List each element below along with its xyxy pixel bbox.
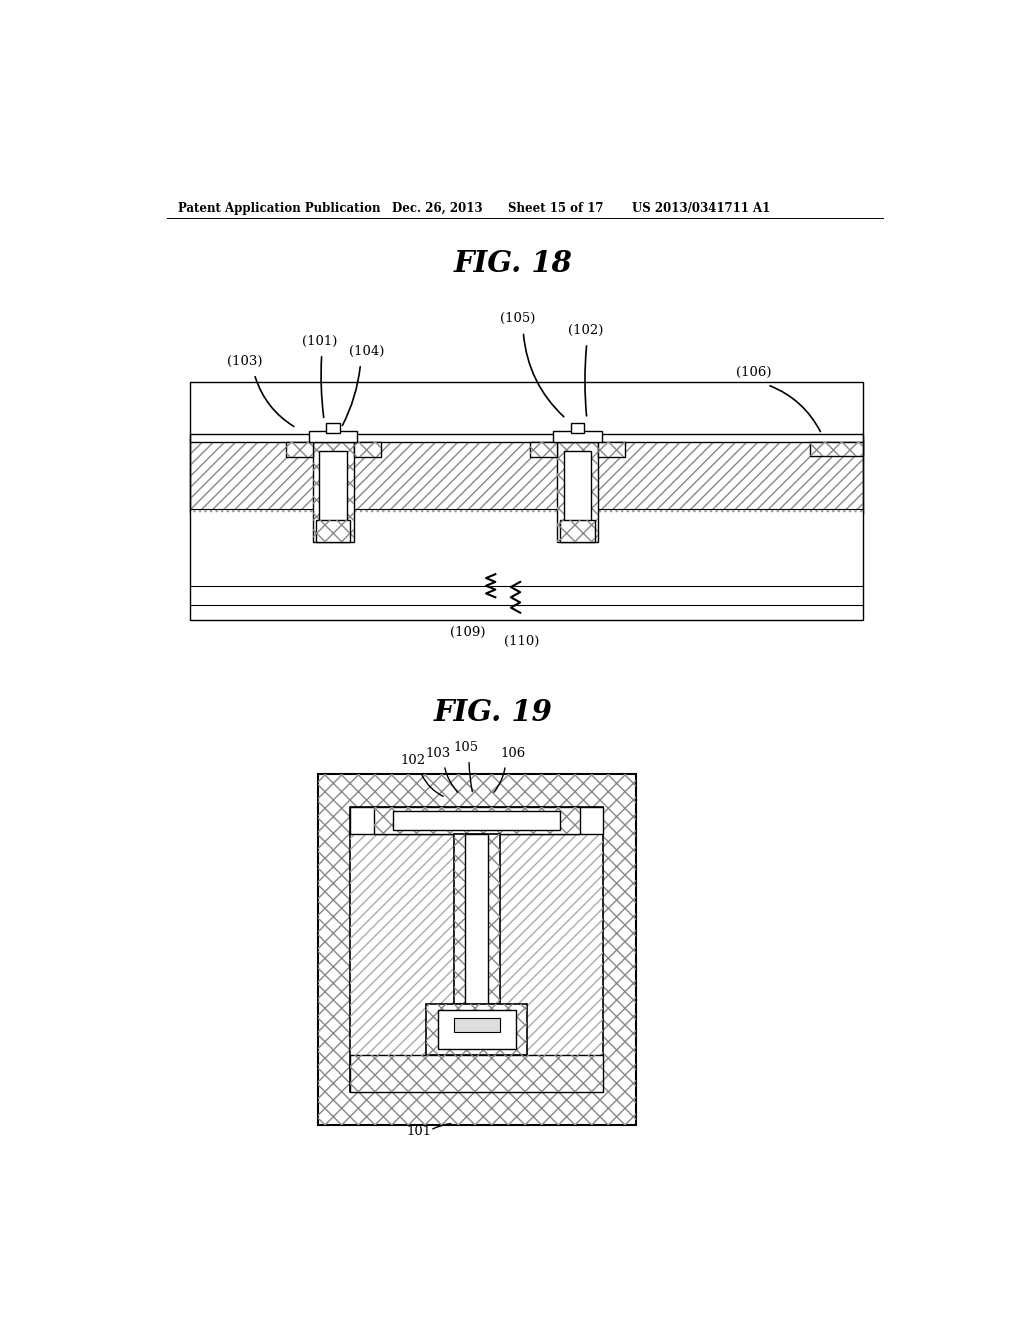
Bar — [438, 1010, 515, 1049]
Text: 106: 106 — [501, 747, 525, 760]
Text: (103): (103) — [226, 355, 262, 368]
Bar — [810, 442, 862, 455]
Bar — [530, 442, 557, 457]
Bar — [350, 807, 603, 1093]
Bar — [286, 442, 313, 457]
Text: FIG. 18: FIG. 18 — [454, 249, 572, 279]
Bar — [190, 381, 862, 620]
Bar — [557, 442, 598, 543]
Text: (109): (109) — [450, 626, 485, 639]
Bar — [554, 430, 601, 442]
Bar — [309, 430, 357, 442]
Text: 105: 105 — [454, 742, 478, 754]
Bar — [454, 834, 500, 1003]
Bar — [563, 451, 592, 532]
Bar — [313, 442, 353, 543]
Bar — [350, 807, 603, 834]
Text: 101: 101 — [407, 1125, 431, 1138]
Text: 102: 102 — [400, 755, 426, 767]
Bar — [319, 451, 347, 532]
Bar — [317, 775, 636, 1125]
Text: (110): (110) — [504, 635, 540, 648]
Bar — [353, 442, 381, 457]
Bar — [190, 440, 862, 512]
Bar — [598, 442, 625, 457]
Bar — [316, 520, 350, 543]
Bar — [350, 1056, 603, 1093]
Text: FIG. 19: FIG. 19 — [434, 698, 553, 727]
Bar — [286, 442, 313, 457]
Text: (104): (104) — [349, 345, 384, 358]
Text: Sheet 15 of 17: Sheet 15 of 17 — [508, 202, 603, 215]
Bar — [454, 1018, 500, 1032]
Bar — [426, 1005, 527, 1056]
Bar — [557, 442, 598, 543]
Bar — [316, 520, 350, 543]
Text: (102): (102) — [567, 323, 603, 337]
Bar — [190, 440, 862, 512]
Bar — [350, 807, 603, 1093]
Bar — [560, 520, 595, 543]
Bar — [374, 807, 580, 834]
Bar — [374, 807, 580, 834]
Text: (106): (106) — [736, 366, 772, 379]
Bar — [426, 1005, 527, 1056]
Bar — [190, 508, 862, 516]
Bar — [190, 434, 862, 442]
Bar — [353, 442, 381, 457]
Text: 103: 103 — [425, 747, 451, 760]
Bar — [190, 512, 862, 620]
Bar — [465, 834, 488, 1003]
Text: US 2013/0341711 A1: US 2013/0341711 A1 — [632, 202, 770, 215]
Bar — [190, 508, 862, 516]
Text: (105): (105) — [500, 313, 536, 326]
Text: Dec. 26, 2013: Dec. 26, 2013 — [391, 202, 482, 215]
Bar — [350, 1056, 603, 1093]
Bar — [598, 442, 625, 457]
Bar — [313, 442, 353, 543]
Bar — [560, 520, 595, 543]
Bar — [570, 424, 585, 433]
Text: (101): (101) — [302, 335, 337, 347]
Bar — [317, 775, 636, 1125]
Bar — [327, 424, 340, 433]
Text: Patent Application Publication: Patent Application Publication — [178, 202, 381, 215]
Bar — [393, 810, 560, 830]
Bar — [454, 834, 500, 1003]
Bar — [810, 442, 862, 455]
Bar — [530, 442, 557, 457]
